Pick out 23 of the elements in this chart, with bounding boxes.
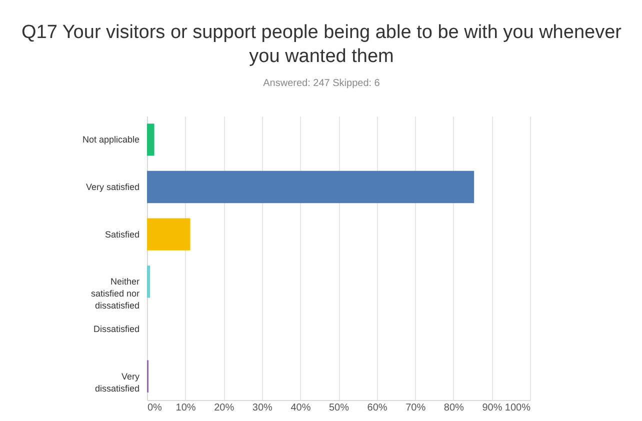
- y-tick-label: Satisfied: [104, 229, 140, 240]
- bar: [147, 124, 154, 156]
- y-tick-label: Very satisfied: [86, 182, 140, 192]
- chart-subtitle: Answered: 247 Skipped: 6: [263, 78, 380, 89]
- x-tick-label: 0%: [148, 402, 162, 414]
- x-tick-label: 60%: [367, 402, 388, 414]
- bar: [147, 218, 190, 250]
- y-tick-label: Not applicable: [82, 134, 140, 145]
- x-tick-label: 50%: [328, 402, 350, 414]
- x-tick-label: 10%: [176, 402, 196, 414]
- bar: [147, 266, 150, 298]
- y-tick-label: Dissatisfied: [93, 324, 140, 334]
- x-tick-label: 90%: [482, 402, 502, 414]
- x-tick-label: 100%: [504, 402, 531, 414]
- y-tick-label: Very dissatisfied: [94, 371, 140, 394]
- x-tick-label: 30%: [252, 402, 273, 414]
- x-tick-label: 20%: [214, 402, 234, 414]
- y-tick-label: Neither satisfied nor dissatisfied: [90, 276, 140, 311]
- bar: [147, 170, 474, 204]
- chart-title: Q17 Your visitors or support people being able to be with you whenever you wanted them: [22, 22, 622, 67]
- x-tick-label: 40%: [290, 402, 311, 414]
- x-tick-label: 80%: [444, 402, 464, 414]
- x-tick-label: 70%: [406, 402, 426, 414]
